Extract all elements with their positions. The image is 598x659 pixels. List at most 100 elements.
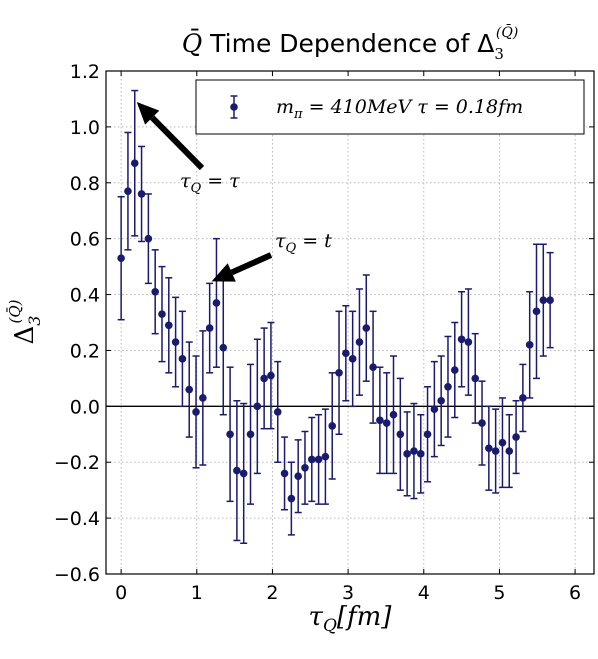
data-point xyxy=(539,243,548,357)
y-tick-label: −0.6 xyxy=(54,564,100,586)
point-marker xyxy=(212,299,221,307)
data-point xyxy=(485,405,493,491)
data-point xyxy=(185,341,194,438)
data-point xyxy=(423,386,432,483)
data-point xyxy=(505,413,514,489)
data-point xyxy=(478,380,486,466)
data-point xyxy=(512,399,520,475)
data-point xyxy=(471,332,480,424)
point-marker xyxy=(144,234,153,243)
point-marker xyxy=(130,159,139,168)
point-marker xyxy=(396,430,405,439)
point-marker xyxy=(525,341,534,349)
point-marker xyxy=(260,374,268,383)
data-point xyxy=(212,237,221,368)
data-point xyxy=(199,330,207,466)
data-point xyxy=(226,366,234,503)
data-point xyxy=(389,355,398,475)
data-point xyxy=(498,397,507,489)
data-point xyxy=(158,265,166,363)
point-marker xyxy=(239,469,248,478)
data-point xyxy=(233,399,241,542)
y-tick-label: 0.4 xyxy=(70,285,100,307)
annotation-arrow-2 xyxy=(211,252,273,282)
point-marker xyxy=(267,371,275,380)
point-marker xyxy=(369,363,377,372)
data-point xyxy=(273,360,282,463)
point-marker xyxy=(539,296,548,304)
data-point xyxy=(130,89,139,237)
point-marker xyxy=(498,438,507,447)
point-marker xyxy=(226,430,234,439)
point-marker xyxy=(137,190,146,198)
arrow-head xyxy=(211,263,236,282)
data-point xyxy=(519,363,527,433)
data-point xyxy=(491,408,500,494)
point-marker xyxy=(246,430,255,439)
legend-box xyxy=(195,79,585,135)
point-marker xyxy=(362,324,371,332)
point-marker xyxy=(280,469,289,478)
y-axis-label: Δ3(Q̄) xyxy=(6,299,44,344)
point-marker xyxy=(437,396,445,405)
y-tick-label: 0.2 xyxy=(70,340,100,362)
point-marker xyxy=(512,433,520,441)
data-point xyxy=(355,288,364,396)
annotations: τQ = τ τQ = t xyxy=(136,101,332,282)
data-point xyxy=(335,310,343,436)
point-marker xyxy=(491,447,500,455)
data-point xyxy=(192,355,200,469)
chart-title: Q̄ Time Dependence of Δ3(Q̄) xyxy=(182,23,519,63)
point-marker xyxy=(457,335,466,344)
data-point xyxy=(348,310,357,408)
point-marker xyxy=(151,287,159,296)
data-point xyxy=(301,430,309,505)
data-point xyxy=(396,377,405,491)
point-marker xyxy=(532,307,541,316)
data-point xyxy=(164,277,173,374)
point-marker xyxy=(219,343,228,352)
x-tick-label: 5 xyxy=(493,582,505,604)
point-marker xyxy=(505,447,514,455)
arrow-shaft xyxy=(150,115,205,171)
data-point xyxy=(260,327,268,430)
data-point xyxy=(416,413,425,494)
point-marker xyxy=(158,310,166,318)
data-point xyxy=(151,249,159,335)
data-point xyxy=(525,291,534,399)
data-point xyxy=(124,131,132,251)
point-marker xyxy=(423,430,432,439)
point-marker xyxy=(348,355,357,363)
y-tick-label: 0.6 xyxy=(70,229,100,251)
point-marker xyxy=(478,419,486,427)
point-marker xyxy=(185,385,194,394)
point-marker xyxy=(117,254,125,263)
point-marker xyxy=(199,394,207,402)
point-marker xyxy=(444,382,452,391)
annotation-label-1: τQ = τ xyxy=(180,170,240,196)
data-series xyxy=(117,89,554,545)
data-point xyxy=(321,408,330,505)
point-marker xyxy=(171,338,180,346)
data-point xyxy=(403,411,411,497)
data-point xyxy=(444,335,452,438)
point-marker xyxy=(519,394,527,402)
data-point xyxy=(205,282,214,374)
data-point xyxy=(246,363,255,505)
point-marker xyxy=(205,324,214,332)
legend-label: mπ = 410MeV τ = 0.18fm xyxy=(276,96,523,122)
point-marker xyxy=(314,455,323,464)
point-marker xyxy=(287,494,296,503)
point-marker xyxy=(307,455,316,464)
data-point xyxy=(267,321,275,430)
point-marker xyxy=(389,410,398,419)
data-point xyxy=(280,436,289,511)
point-marker xyxy=(355,338,364,346)
x-tick-label: 4 xyxy=(418,582,430,604)
data-point xyxy=(342,304,350,402)
point-marker xyxy=(192,408,200,416)
arrow-head xyxy=(136,101,160,125)
point-marker xyxy=(450,366,459,374)
ticks: 0 1 2 3 4 5 6 −0.6 −0.4 −0.2 0.0 0.2 0.4 0.6 0.8 1.0 1.2 xyxy=(54,61,594,604)
x-tick-label: 1 xyxy=(191,582,203,604)
